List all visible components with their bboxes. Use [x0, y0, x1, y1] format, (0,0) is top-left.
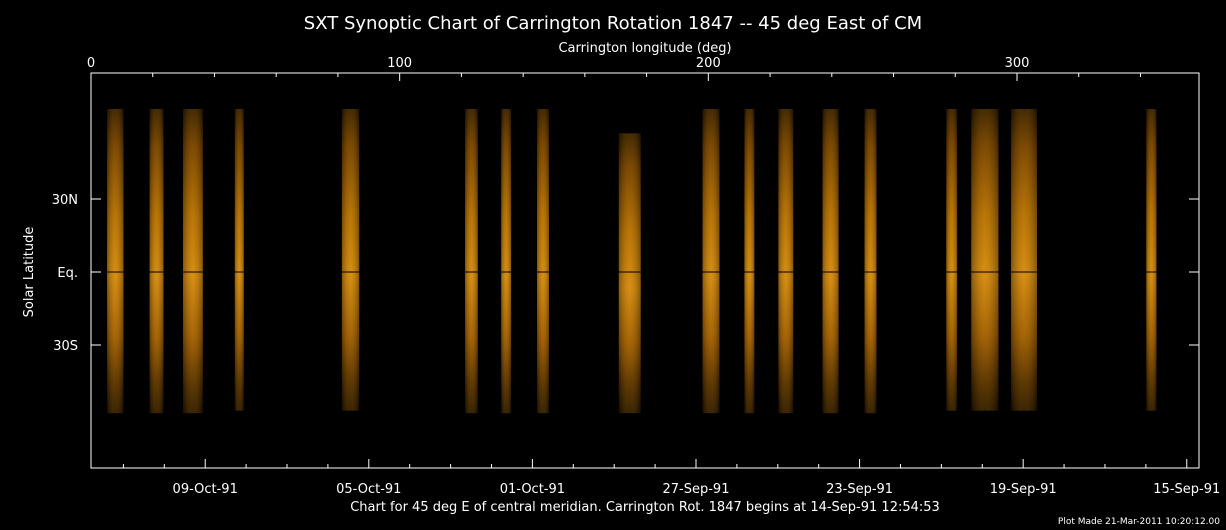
plot-footer: Plot Made 21-Mar-2011 10:20:12.00 — [1058, 517, 1220, 527]
observation-strip-shading — [702, 109, 720, 414]
observation-strip-shading — [501, 109, 512, 414]
left-axis-tick-label: 30S — [53, 339, 78, 354]
observation-strip-shading — [1146, 109, 1157, 411]
observation-strip-shading — [341, 109, 360, 411]
observation-strip-shading — [744, 109, 755, 414]
plot-frame — [90, 72, 1200, 469]
observation-strip-shading — [183, 109, 203, 414]
bottom-axis-tick-label: 27-Sep-91 — [663, 482, 730, 497]
top-axis-tick-label: 300 — [1005, 56, 1030, 71]
bottom-axis-tick-label: 09-Oct-91 — [173, 482, 238, 497]
left-axis-ticks: 30N Eq. 30S — [52, 193, 1199, 354]
observation-strip-shading — [971, 109, 999, 411]
observation-strip-shading — [778, 109, 794, 414]
bottom-axis-tick-label: 15-Sep-91 — [1153, 482, 1220, 497]
top-axis-label: Carrington longitude (deg) — [558, 41, 731, 56]
observation-strip-shading — [1011, 109, 1037, 411]
observation-strip-shading — [946, 109, 958, 411]
data-strips — [107, 109, 1157, 414]
observation-strip-shading — [107, 109, 124, 414]
chart-caption: Chart for 45 deg E of central meridian. … — [350, 500, 940, 515]
left-axis-tick-label: Eq. — [57, 266, 78, 281]
top-axis-tick-label: 200 — [696, 56, 721, 71]
top-axis-ticks: 0 100 200 300 — [87, 56, 1141, 81]
observation-strip-shading — [618, 133, 641, 414]
observation-strip-shading — [537, 109, 549, 414]
observation-strip-shading — [234, 109, 244, 411]
bottom-axis-tick-label: 19-Sep-91 — [990, 482, 1057, 497]
left-axis-tick-label: 30N — [52, 193, 78, 208]
top-axis-tick-label: 100 — [387, 56, 412, 71]
bottom-axis-tick-label: 01-Oct-91 — [500, 482, 565, 497]
observation-strip-shading — [149, 109, 164, 414]
left-axis-label: Solar Latitude — [22, 227, 37, 318]
observation-strip-shading — [864, 109, 877, 414]
top-axis-tick-label: 0 — [87, 56, 95, 71]
bottom-axis-ticks: 09-Oct-91 05-Oct-91 01-Oct-91 27-Sep-91 23-S… — [122, 459, 1220, 497]
observation-strip-shading — [822, 109, 839, 414]
bottom-axis-tick-label: 05-Oct-91 — [336, 482, 401, 497]
observation-strip-shading — [465, 109, 478, 414]
bottom-axis-tick-label: 23-Sep-91 — [826, 482, 893, 497]
chart-title: SXT Synoptic Chart of Carrington Rotatio… — [304, 13, 922, 34]
